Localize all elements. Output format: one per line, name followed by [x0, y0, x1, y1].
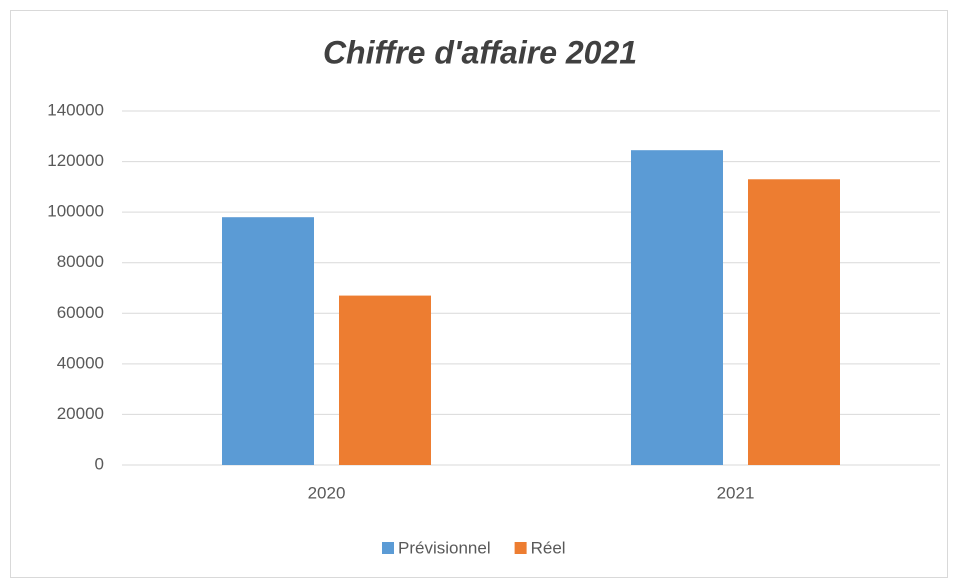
bar — [222, 217, 314, 465]
legend-label: Prévisionnel — [398, 538, 491, 557]
chart-title: Chiffre d'affaire 2021 — [323, 34, 637, 70]
y-tick-label: 140000 — [47, 100, 104, 119]
x-tick-label: 2021 — [717, 483, 755, 502]
y-tick-label: 40000 — [57, 353, 104, 372]
bar — [748, 179, 840, 465]
legend-swatch — [382, 542, 394, 554]
x-tick-label: 2020 — [308, 483, 346, 502]
y-tick-label: 120000 — [47, 151, 104, 170]
y-tick-label: 80000 — [57, 252, 104, 271]
bar — [339, 295, 431, 465]
y-tick-label: 60000 — [57, 303, 104, 322]
legend-swatch — [514, 542, 527, 554]
y-tick-label: 100000 — [47, 202, 104, 221]
y-tick-label: 0 — [95, 454, 104, 473]
legend-label: Réel — [531, 538, 566, 557]
y-tick-label: 20000 — [57, 404, 104, 423]
bar — [631, 150, 723, 465]
